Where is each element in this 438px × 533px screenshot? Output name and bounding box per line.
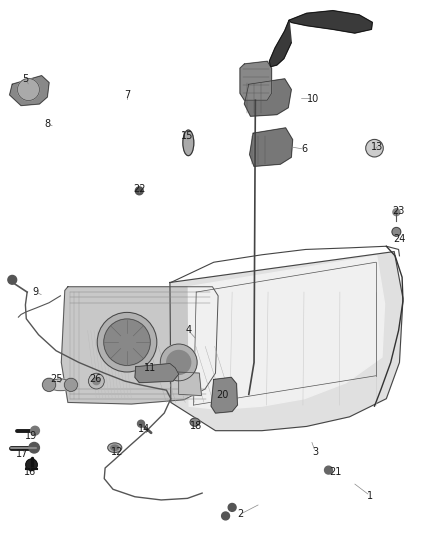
Text: 26: 26	[89, 375, 102, 384]
Text: 18: 18	[190, 422, 202, 431]
Circle shape	[26, 459, 37, 471]
Circle shape	[392, 228, 401, 236]
Circle shape	[366, 140, 383, 157]
Text: 5: 5	[22, 74, 28, 84]
Ellipse shape	[111, 445, 119, 450]
Ellipse shape	[108, 443, 122, 453]
Polygon shape	[240, 61, 272, 100]
Text: 8: 8	[44, 119, 50, 128]
Circle shape	[222, 512, 230, 520]
Circle shape	[167, 351, 191, 374]
Circle shape	[42, 378, 56, 391]
Circle shape	[64, 378, 78, 391]
Text: 21: 21	[329, 467, 341, 477]
Circle shape	[228, 504, 236, 511]
Circle shape	[135, 187, 143, 195]
Polygon shape	[179, 372, 201, 395]
Circle shape	[88, 373, 104, 389]
Text: 4: 4	[185, 326, 191, 335]
Polygon shape	[61, 287, 218, 404]
Text: 14: 14	[138, 424, 151, 434]
Circle shape	[31, 426, 39, 435]
Text: 10: 10	[307, 94, 319, 103]
Ellipse shape	[183, 130, 194, 156]
Text: 23: 23	[392, 206, 405, 215]
Text: 9: 9	[33, 287, 39, 297]
Text: 19: 19	[25, 431, 38, 441]
Text: 12: 12	[111, 447, 124, 457]
Circle shape	[29, 442, 39, 453]
Circle shape	[160, 344, 197, 381]
Polygon shape	[269, 20, 291, 67]
Text: 20: 20	[216, 391, 229, 400]
Circle shape	[325, 466, 332, 474]
Text: 16: 16	[24, 467, 36, 477]
Circle shape	[97, 312, 157, 372]
Polygon shape	[188, 256, 385, 409]
Circle shape	[18, 78, 39, 101]
Ellipse shape	[190, 418, 200, 426]
Polygon shape	[244, 79, 291, 116]
Text: 3: 3	[312, 447, 318, 457]
Text: 2: 2	[237, 510, 243, 519]
Polygon shape	[10, 76, 49, 106]
Polygon shape	[289, 11, 372, 33]
Text: 7: 7	[124, 90, 130, 100]
Text: 25: 25	[50, 375, 62, 384]
Text: 24: 24	[393, 234, 406, 244]
Circle shape	[393, 208, 400, 216]
Circle shape	[93, 377, 100, 385]
Circle shape	[8, 276, 17, 284]
Polygon shape	[135, 364, 179, 383]
Circle shape	[138, 420, 145, 427]
Text: 6: 6	[301, 144, 307, 154]
Text: 11: 11	[144, 363, 156, 373]
Ellipse shape	[48, 379, 73, 391]
Text: 1: 1	[367, 491, 373, 500]
Text: 22: 22	[133, 184, 145, 194]
Polygon shape	[211, 377, 237, 413]
Text: 15: 15	[181, 131, 194, 141]
Text: 17: 17	[16, 449, 28, 459]
Text: 13: 13	[371, 142, 384, 151]
Polygon shape	[250, 128, 293, 166]
Polygon shape	[170, 252, 403, 431]
Circle shape	[104, 319, 150, 366]
